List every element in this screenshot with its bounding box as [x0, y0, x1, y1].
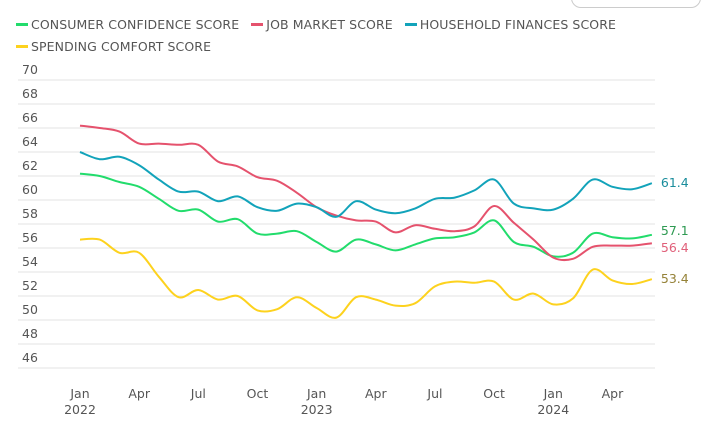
- x-tick-label: Jul: [190, 386, 206, 401]
- legend-item-household-finances[interactable]: HOUSEHOLD FINANCES SCORE: [404, 14, 617, 36]
- end-value-label: 61.4: [661, 175, 689, 190]
- y-tick-label: 46: [22, 350, 38, 365]
- x-tick-label: Oct: [483, 386, 505, 401]
- y-tick-label: 56: [22, 230, 38, 245]
- x-tick-year: 2022: [64, 402, 96, 417]
- y-tick-label: 60: [22, 182, 38, 197]
- legend-swatch: [251, 23, 264, 26]
- end-value-label: 56.4: [661, 240, 689, 255]
- x-tick-label: Apr: [602, 386, 624, 401]
- legend-label: SPENDING COMFORT SCORE: [31, 39, 212, 54]
- x-tick-label: Jul: [426, 386, 442, 401]
- y-tick-label: 66: [22, 110, 38, 125]
- x-tick-year: 2024: [537, 402, 569, 417]
- legend-swatch: [16, 23, 28, 26]
- legend-label: HOUSEHOLD FINANCES SCORE: [419, 17, 617, 32]
- series-line-1: [79, 124, 653, 262]
- x-tick-label: Apr: [365, 386, 387, 401]
- series-line-3: [79, 237, 653, 319]
- y-tick-label: 48: [22, 326, 38, 341]
- x-tick-label: Jan: [543, 386, 563, 401]
- y-tick-label: 68: [22, 86, 38, 101]
- y-tick-label: 58: [22, 206, 38, 221]
- y-tick-label: 52: [22, 278, 38, 293]
- x-tick-label: Jan: [306, 386, 326, 401]
- legend-label: JOB MARKET SCORE: [266, 17, 393, 32]
- legend-item-spending-comfort[interactable]: SPENDING COMFORT SCORE: [16, 36, 211, 58]
- legend-item-consumer-confidence[interactable]: CONSUMER CONFIDENCE SCORE: [16, 14, 239, 36]
- series-line-0: [79, 172, 653, 258]
- y-tick-label: 54: [22, 254, 38, 269]
- end-value-label: 53.4: [661, 271, 689, 286]
- y-tick-label: 70: [22, 62, 38, 77]
- legend-swatch: [16, 45, 28, 48]
- legend-swatch: [404, 23, 417, 26]
- legend-item-job-market[interactable]: JOB MARKET SCORE: [251, 14, 393, 36]
- series-line-2: [79, 151, 653, 218]
- x-tick-label: Apr: [128, 386, 150, 401]
- legend-label: CONSUMER CONFIDENCE SCORE: [31, 17, 240, 32]
- x-tick-label: Jan: [69, 386, 89, 401]
- x-tick-label: Oct: [247, 386, 269, 401]
- legend: CONSUMER CONFIDENCE SCORE JOB MARKET SCO…: [16, 14, 656, 58]
- x-tick-year: 2023: [301, 402, 333, 417]
- y-tick-label: 64: [22, 134, 38, 149]
- end-value-label: 57.1: [661, 223, 689, 238]
- y-tick-label: 50: [22, 302, 38, 317]
- y-tick-label: 62: [22, 158, 38, 173]
